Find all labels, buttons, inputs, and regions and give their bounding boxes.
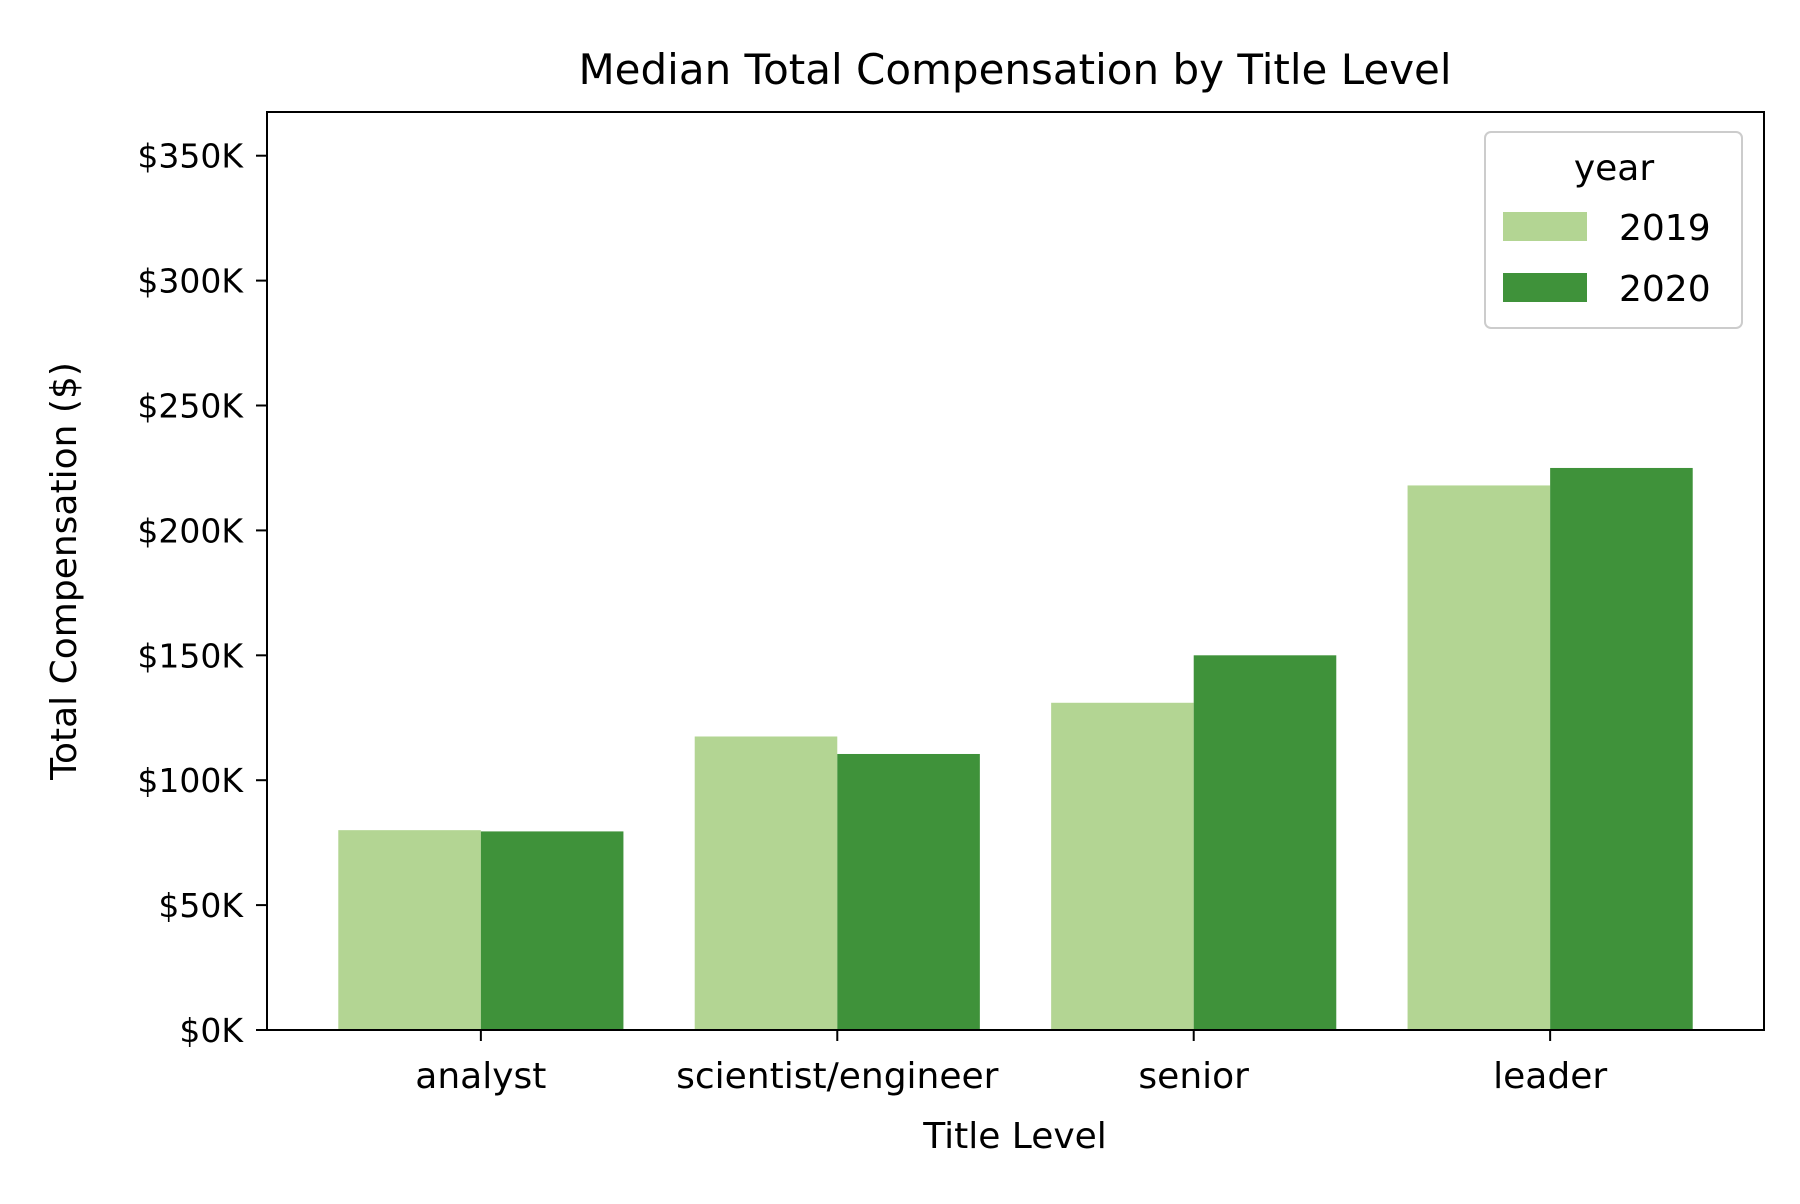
bar-leader-2019	[1407, 485, 1551, 1030]
bar-senior-2019	[1051, 702, 1194, 1030]
x-tick-label: analyst	[415, 1056, 546, 1097]
y-axis-label: Total Compensation ($)	[44, 362, 85, 781]
legend: year 2019 2020	[1484, 131, 1743, 329]
legend-label-2019: 2019	[1619, 208, 1711, 249]
chart-title: Median Total Compensation by Title Level	[578, 45, 1451, 94]
x-axis-label: Title Level	[922, 1116, 1107, 1157]
bars-layer	[338, 467, 1693, 1031]
bar-scientist-engineer-2020	[837, 753, 980, 1030]
bar-analyst-2019	[338, 830, 481, 1030]
x-tick-label: senior	[1138, 1056, 1249, 1097]
y-tick-label: $100K	[137, 761, 244, 800]
y-tick-label: $350K	[137, 137, 244, 176]
x-tick-label: leader	[1493, 1056, 1607, 1097]
bar-analyst-2020	[480, 831, 624, 1030]
x-axis: analyst scientist/engineer senior leader	[415, 1030, 1607, 1097]
y-tick-label: $300K	[137, 262, 244, 301]
legend-label-2020: 2020	[1619, 269, 1711, 310]
y-tick-label: $250K	[137, 387, 244, 426]
y-axis: $0K $50K $100K $150K $200K $250K $300K $350K	[137, 137, 267, 1050]
bar-senior-2020	[1193, 655, 1337, 1030]
legend-swatch-2020	[1503, 273, 1587, 302]
y-tick-label: $0K	[179, 1011, 244, 1050]
legend-title: year	[1574, 148, 1655, 189]
x-tick-label: scientist/engineer	[676, 1056, 999, 1097]
legend-swatch-2019	[1503, 212, 1587, 241]
bar-scientist-engineer-2019	[694, 736, 838, 1030]
y-tick-label: $50K	[158, 886, 244, 925]
y-tick-label: $200K	[137, 511, 244, 550]
bar-leader-2020	[1550, 467, 1693, 1031]
plot-frame	[266, 111, 1765, 1031]
y-tick-label: $150K	[137, 636, 244, 675]
